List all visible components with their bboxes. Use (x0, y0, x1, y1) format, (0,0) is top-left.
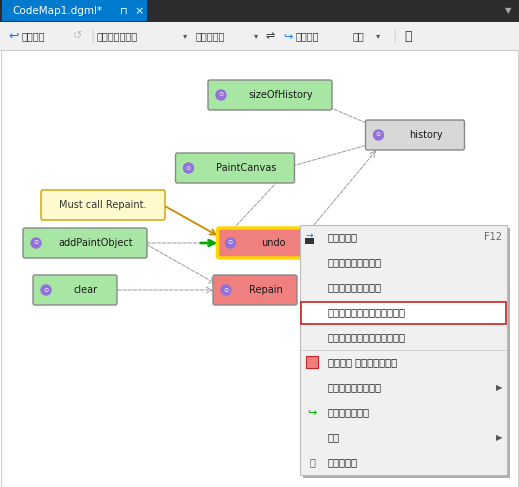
Text: ▶: ▶ (496, 383, 502, 392)
Text: ⊙: ⊙ (33, 241, 38, 245)
Text: ↺: ↺ (73, 31, 83, 41)
Text: ⊙: ⊙ (218, 93, 224, 97)
Text: ▾: ▾ (254, 32, 258, 40)
Circle shape (374, 130, 384, 140)
Text: |: | (90, 30, 94, 42)
Text: 詳細: 詳細 (328, 432, 340, 443)
Bar (0, 0, 519, 22)
Text: ▾: ▾ (183, 32, 187, 40)
Text: 元に戻す: 元に戻す (22, 31, 46, 41)
Text: コメント: コメント (296, 31, 320, 41)
Text: ⊙: ⊙ (44, 287, 49, 293)
Text: ▾: ▾ (376, 32, 380, 40)
Text: ⇌: ⇌ (265, 31, 275, 41)
Text: 定義へ移動: 定義へ移動 (328, 232, 358, 243)
Text: F12: F12 (484, 232, 502, 243)
Text: ↪: ↪ (307, 408, 317, 417)
Text: Repain: Repain (249, 285, 283, 295)
FancyBboxPatch shape (208, 80, 332, 110)
Text: 🔧: 🔧 (309, 457, 315, 468)
Circle shape (216, 90, 226, 100)
Text: ↪: ↪ (283, 31, 292, 41)
Bar (305, 238, 314, 244)
FancyBboxPatch shape (33, 275, 117, 305)
Text: →: → (305, 231, 313, 240)
Text: ↩: ↩ (8, 30, 19, 42)
Circle shape (31, 238, 41, 248)
Text: PaintCanvas: PaintCanvas (216, 163, 276, 173)
Text: ⊙: ⊙ (223, 287, 229, 293)
Text: 関連項目の表示: 関連項目の表示 (97, 31, 138, 41)
Circle shape (221, 285, 231, 295)
Text: ⊙: ⊙ (376, 132, 381, 137)
Bar (301, 301, 506, 323)
Text: プロパティ: プロパティ (328, 457, 358, 468)
FancyBboxPatch shape (41, 190, 165, 220)
Text: 含んでいる型の表示: 含んでいる型の表示 (328, 282, 382, 293)
Circle shape (184, 163, 194, 173)
Text: ▼: ▼ (505, 6, 512, 16)
Bar (300, 225, 507, 475)
FancyBboxPatch shape (175, 153, 294, 183)
Text: sizeOfHistory: sizeOfHistory (249, 90, 313, 100)
Text: history: history (409, 130, 443, 140)
Text: |: | (392, 30, 396, 42)
Text: ×: × (134, 6, 143, 16)
Circle shape (225, 238, 236, 248)
Text: すべての参照の検索: すべての参照の検索 (328, 258, 382, 267)
Bar (306, 356, 318, 368)
Text: レイアウト: レイアウト (196, 31, 225, 41)
Text: addPaintObject: addPaintObject (59, 238, 133, 248)
Text: ⊙: ⊙ (186, 166, 191, 170)
Text: その他のフラグの色: その他のフラグの色 (328, 382, 382, 393)
Text: 呼び出されるメソッドの表示: 呼び出されるメソッドの表示 (328, 307, 406, 318)
Bar (303, 228, 510, 478)
Text: 共有: 共有 (353, 31, 365, 41)
FancyBboxPatch shape (23, 228, 147, 258)
FancyBboxPatch shape (365, 120, 465, 150)
Text: 新しいコメント: 新しいコメント (328, 408, 370, 417)
Text: フォロー アップのフラグ: フォロー アップのフラグ (328, 357, 397, 368)
Text: Must call Repaint.: Must call Repaint. (59, 200, 147, 210)
Bar (2, 0, 147, 21)
Text: ▶: ▶ (496, 433, 502, 442)
Text: undo: undo (261, 238, 285, 248)
Text: ⤢: ⤢ (404, 30, 412, 42)
FancyBboxPatch shape (213, 275, 297, 305)
Text: ⊙: ⊙ (228, 241, 233, 245)
Text: 参照されるフィールドの表示: 参照されるフィールドの表示 (328, 333, 406, 342)
Text: ⊓: ⊓ (120, 6, 128, 16)
Text: clear: clear (74, 285, 98, 295)
Circle shape (41, 285, 51, 295)
Bar (1, 50, 518, 487)
Bar (0, 22, 519, 50)
FancyBboxPatch shape (217, 228, 307, 258)
Text: CodeMap1.dgml*: CodeMap1.dgml* (12, 6, 102, 16)
